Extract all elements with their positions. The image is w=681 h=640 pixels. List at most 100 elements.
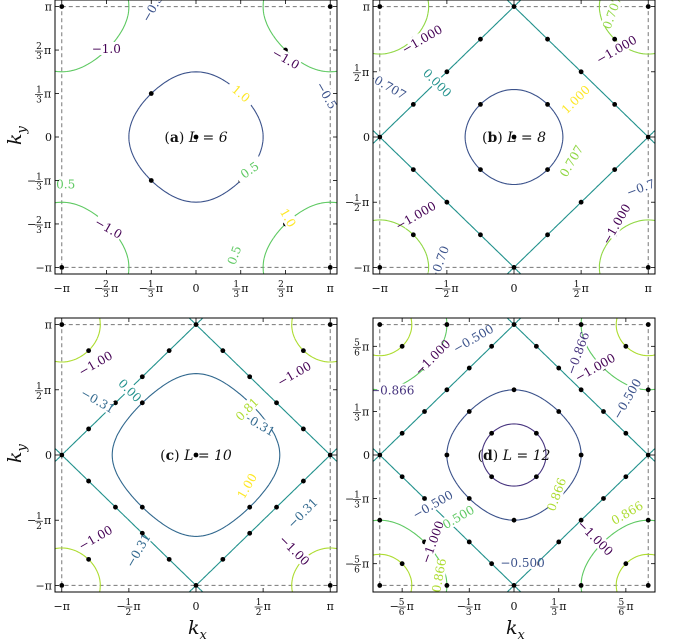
x-tick-label: −π [54,282,70,295]
x-tick-label-sign: − [390,600,399,613]
y-tick-label: −12 π [27,512,51,532]
y-tick-label: 12 π [35,382,51,402]
y-axis-label: ky [4,125,30,145]
momentum-dot [533,474,539,480]
momentum-dot [578,322,584,327]
momentum-dot [220,556,226,562]
x-tick-label-num: 1 [256,598,262,608]
momentum-dot [139,374,145,380]
momentum-dot [247,504,253,510]
contour-label-bg [377,383,408,397]
y-axis-label: ky [4,443,30,463]
y-tick-label-pi: π [44,88,51,101]
momentum-dot [511,583,517,588]
momentum-dot [511,322,517,327]
panel-label-letter: d [483,448,493,464]
y-tick-label-den: 3 [36,226,42,236]
contour-label: −0.5 [139,0,166,24]
momentum-dot [148,178,154,183]
momentum-dot [556,409,562,414]
contour-label: 0.866 [429,557,449,593]
contour-label: −0.5 [313,79,340,111]
momentum-dot [139,530,145,536]
x-tick-label-text: 0 [511,600,518,613]
panel-label-open: ( [164,130,169,146]
contour-level-1 [446,389,582,521]
contour-label-bg [613,382,640,415]
y-tick-label-den: 3 [36,52,42,62]
momentum-dot [193,322,199,327]
panel-label-letter: a [170,130,179,146]
x-tick-label-den: 2 [126,608,132,618]
momentum-dot [399,430,405,436]
contour-label-bg [578,354,612,381]
momentum-dot [327,583,333,588]
momentum-dot [247,530,253,536]
contour-label-bg [313,78,337,112]
momentum-dot [645,4,651,9]
momentum-dot [139,504,145,510]
contour-label: 1.000 [559,83,593,117]
momentum-dot [478,36,483,42]
y-tick-label-num: 1 [36,86,42,96]
x-tick-label-den: 6 [618,608,624,618]
contour-label: −0.70 [625,174,664,200]
momentum-dot [578,69,584,75]
momentum-dot [466,409,472,414]
momentum-dot [645,583,651,588]
contour-label-bg [138,0,166,25]
momentum-dot [545,101,550,107]
momentum-dot [274,400,279,406]
y-tick-label-num: 1 [36,512,42,522]
momentum-dot [444,322,450,327]
momentum-dot [578,517,584,523]
contour-label-bg [429,559,448,592]
momentum-dot [59,452,65,458]
x-tick-label: π [327,600,334,613]
y-tick-label: −13 π [27,172,51,192]
contour-label: 0.866 [609,498,646,527]
contour-label-bg [241,410,275,437]
x-tick-label: −12 π [116,598,140,618]
panel-label-math: L = 6 [188,130,228,146]
momentum-dot [478,167,483,173]
panel-label-open: ( [478,448,483,464]
momentum-dot [86,478,92,484]
y-tick-label-num: 1 [354,194,360,204]
panel-label: (c) L = 10 [160,448,232,464]
momentum-dot [466,365,472,371]
contour-label-bg [91,41,122,55]
y-tick-label-text: −π [354,261,370,274]
contour-label: −1.0 [92,42,121,56]
y-tick-label-pi: π [44,218,51,231]
momentum-dot [556,365,562,371]
momentum-dot [578,199,584,205]
y-tick-label: −23 π [27,216,51,236]
x-tick-label-text: π [645,282,652,295]
momentum-dot [139,400,145,406]
panel-label-open: ( [160,448,165,464]
momentum-dot [623,561,629,567]
x-tick-label-text: π [327,282,334,295]
momentum-dot [545,232,550,238]
x-tick-label-den: 3 [551,608,557,618]
panel-label-math: L = 12 [502,448,551,464]
x-tick-label-pi: π [407,600,414,613]
momentum-dot [612,36,618,42]
contour-label-bg [79,350,112,377]
panel-a: −0.5−1.0 −1.0−0.51.00.50.5−1.0 1.00.5(a) L… [4,0,340,300]
y-tick-label-sign: − [345,492,354,505]
momentum-dot [59,265,65,270]
x-tick-label: 12 π [572,280,589,300]
contour-label-bg [427,247,450,274]
momentum-dot [578,387,584,393]
contour-label-bg [545,477,568,511]
contour-label-bg [373,71,403,98]
contour-label: −1.000 [599,201,633,246]
x-tick-label: 0 [511,282,518,295]
momentum-dot [578,583,584,588]
x-tick-label-num: 2 [103,280,109,290]
panel-label-close: ) [179,130,189,146]
contour-label-bg [416,491,449,518]
panel-label: (a) L = 6 [164,130,227,146]
